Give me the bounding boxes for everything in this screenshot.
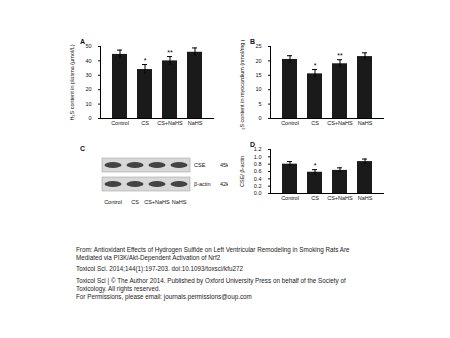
svg-text:**: ** xyxy=(337,52,343,59)
html-text:Toxicol Sci. 2014;144(1):197-2: Toxicol Sci. 2014;144(1):197-203. doi:10… xyxy=(76,265,243,273)
svg-text:10: 10 xyxy=(255,86,261,92)
svg-text:40: 40 xyxy=(85,58,91,64)
svg-text:CS: CS xyxy=(311,120,319,126)
html-text:Toxicol Sci | © The Author 201: Toxicol Sci | © The Author 2014. Publish… xyxy=(76,276,346,292)
svg-text:CS: CS xyxy=(141,120,149,126)
svg-text:0.8: 0.8 xyxy=(254,161,262,167)
svg-text:42kD: 42kD xyxy=(220,181,228,187)
svg-text:1.2: 1.2 xyxy=(253,146,262,153)
svg-text:20: 20 xyxy=(255,58,261,64)
svg-text:**: ** xyxy=(167,49,173,56)
html-text:For Permissions, please email:: For Permissions, please email: journals.… xyxy=(76,293,252,300)
html-text:From: Antioxidant Effects of H: From: Antioxidant Effects of Hydrogen Su… xyxy=(76,246,350,262)
svg-text:CSE/ β-actin: CSE/ β-actin xyxy=(239,156,245,187)
svg-text:0.4: 0.4 xyxy=(254,176,262,182)
svg-text:10: 10 xyxy=(85,101,91,107)
html-text:D: D xyxy=(250,141,256,148)
svg-text:*: * xyxy=(144,57,147,64)
svg-text:0: 0 xyxy=(88,115,91,121)
svg-text:Control: Control xyxy=(281,120,299,126)
html-text:A: A xyxy=(80,38,86,45)
svg-text:Control: Control xyxy=(104,199,122,205)
svg-text:CS: CS xyxy=(131,199,139,205)
svg-text:H₂S content in plasma (μmol/L): H₂S content in plasma (μmol/L) xyxy=(69,44,75,120)
svg-text:β-actin: β-actin xyxy=(194,181,211,187)
svg-text:CS: CS xyxy=(311,195,319,201)
svg-text:*: * xyxy=(314,62,317,69)
svg-text:NaHS: NaHS xyxy=(358,195,373,201)
svg-text:50: 50 xyxy=(85,43,91,49)
svg-text:NaHS: NaHS xyxy=(358,120,373,126)
svg-text:0.2: 0.2 xyxy=(254,183,262,189)
svg-text:0: 0 xyxy=(258,115,261,121)
html-text:C: C xyxy=(80,145,86,152)
svg-text:Control: Control xyxy=(281,195,299,201)
svg-text:25: 25 xyxy=(255,43,261,49)
svg-text:NaHS: NaHS xyxy=(172,199,187,205)
svg-text:CSE: CSE xyxy=(194,162,206,168)
svg-text:CS+NaHS: CS+NaHS xyxy=(144,199,170,205)
svg-text:45kD: 45kD xyxy=(220,162,228,168)
svg-text:30: 30 xyxy=(85,72,91,78)
svg-text:*: * xyxy=(314,162,317,169)
svg-text:0.0: 0.0 xyxy=(254,190,262,196)
svg-text:0.6: 0.6 xyxy=(254,168,262,174)
svg-text:CS+NaHS: CS+NaHS xyxy=(327,120,353,126)
svg-text:15: 15 xyxy=(255,72,261,78)
svg-text:20: 20 xyxy=(85,86,91,92)
html-text:B: B xyxy=(250,38,256,45)
svg-text:CS+NaHS: CS+NaHS xyxy=(327,195,353,201)
svg-text:1.0: 1.0 xyxy=(254,154,262,160)
svg-text:Control: Control xyxy=(111,120,129,126)
svg-text:5: 5 xyxy=(258,101,261,107)
svg-text:NaHS: NaHS xyxy=(188,120,203,126)
svg-text:H₂S content in myocardium (nmo: H₂S content in myocardium (nmol/mg pro) xyxy=(239,40,245,130)
svg-text:CS+NaHS: CS+NaHS xyxy=(157,120,183,126)
